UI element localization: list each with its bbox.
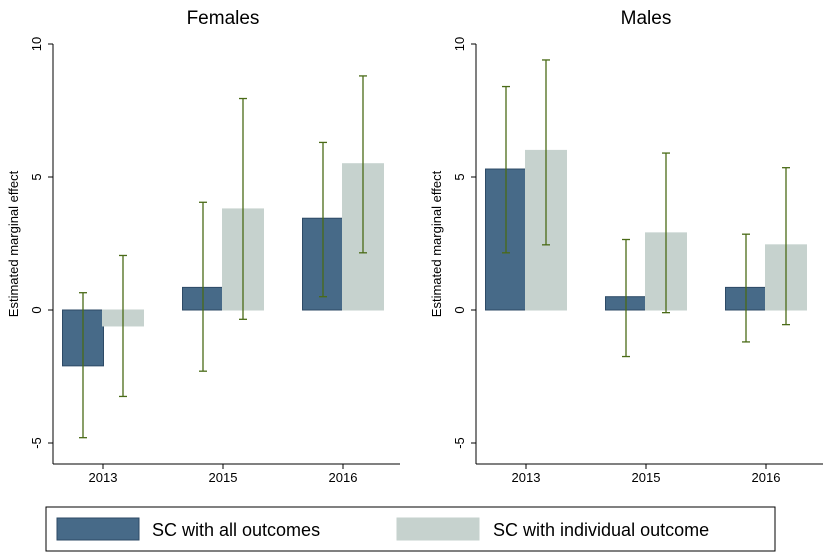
x-tick-label: 2013 xyxy=(512,470,541,485)
y-tick-label: -5 xyxy=(29,437,44,449)
legend: SC with all outcomes SC with individual … xyxy=(45,506,776,552)
legend-swatch-individual-outcome xyxy=(396,517,480,541)
bars xyxy=(485,149,807,311)
x-tick-label: 2015 xyxy=(632,470,661,485)
legend-label-all-outcomes: SC with all outcomes xyxy=(152,520,320,540)
error-bar xyxy=(782,167,790,326)
y-tick-label: 5 xyxy=(452,173,467,180)
legend-label-individual-outcome: SC with individual outcome xyxy=(493,520,709,540)
axes: -5 0 5 10 2013 2015 2016 xyxy=(29,37,400,485)
x-tick-label: 2015 xyxy=(209,470,238,485)
panel-males: Males Estimated marginal effect -5 0 5 10 20… xyxy=(429,8,823,485)
y-tick-label: 10 xyxy=(452,37,467,51)
error-bar xyxy=(79,292,87,439)
error-bar xyxy=(502,85,510,254)
x-tick-label: 2013 xyxy=(89,470,118,485)
error-bar xyxy=(359,75,367,254)
error-bar xyxy=(622,238,630,358)
y-tick-label: -5 xyxy=(452,437,467,449)
x-tick-label: 2016 xyxy=(752,470,781,485)
y-axis-title: Estimated marginal effect xyxy=(6,170,21,317)
y-tick-label: 0 xyxy=(29,306,44,313)
panel-females: Females Estimated marginal effect -5 0 5 10… xyxy=(6,8,400,485)
legend-swatch-all-outcomes xyxy=(56,517,140,541)
panel-title: Males xyxy=(621,8,672,29)
panel-title: Females xyxy=(187,8,260,29)
error-bar xyxy=(542,59,550,246)
error-bar xyxy=(742,233,750,343)
error-bar xyxy=(199,201,207,372)
y-tick-label: 10 xyxy=(29,37,44,51)
x-tick-label: 2016 xyxy=(329,470,358,485)
y-tick-label: 0 xyxy=(452,306,467,313)
error-bar xyxy=(239,97,247,320)
error-bars xyxy=(502,59,790,358)
bars xyxy=(62,163,384,367)
y-axis-title: Estimated marginal effect xyxy=(429,170,444,317)
axes: -5 0 5 10 2013 2015 2016 xyxy=(452,37,823,485)
error-bar xyxy=(119,254,127,398)
y-tick-label: 5 xyxy=(29,173,44,180)
error-bar xyxy=(319,141,327,298)
error-bar xyxy=(662,152,670,314)
error-bars xyxy=(79,75,367,439)
